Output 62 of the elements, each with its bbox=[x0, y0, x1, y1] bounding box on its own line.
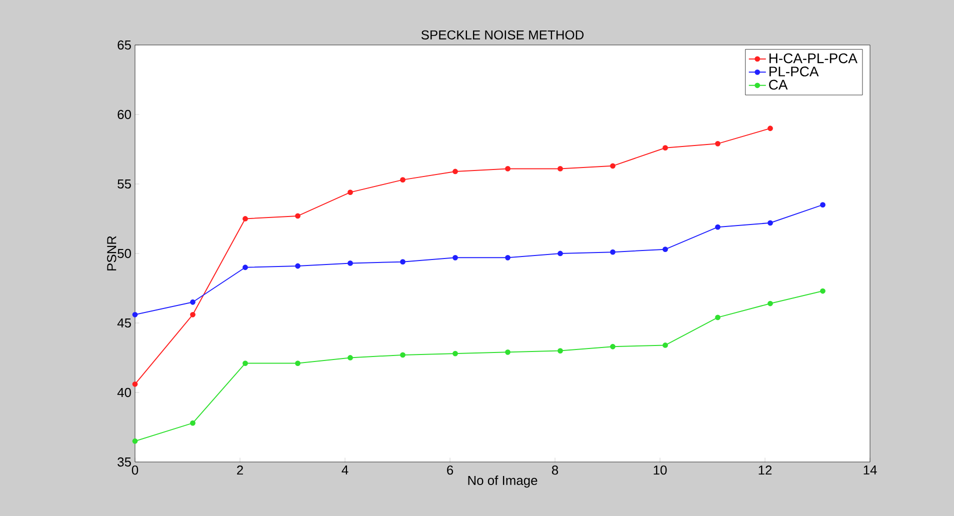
point bbox=[662, 246, 668, 252]
y-tick-label: 55 bbox=[118, 179, 131, 189]
point bbox=[715, 140, 720, 146]
legend-label: H-CA-PL-PCA bbox=[770, 53, 858, 64]
x-tick-label: 4 bbox=[342, 466, 348, 474]
point bbox=[295, 360, 300, 366]
x-tick-label: 6 bbox=[447, 466, 454, 475]
point bbox=[242, 360, 248, 366]
x-tick-label: 0 bbox=[132, 466, 138, 475]
point bbox=[558, 166, 563, 172]
point bbox=[820, 288, 826, 294]
point bbox=[505, 166, 510, 172]
y-tick-label: 45 bbox=[117, 318, 131, 328]
point bbox=[558, 250, 563, 256]
point bbox=[768, 220, 773, 226]
y-tick-label: 40 bbox=[117, 388, 131, 398]
point bbox=[610, 249, 616, 255]
point bbox=[132, 381, 138, 387]
point bbox=[132, 312, 138, 318]
point bbox=[242, 216, 248, 222]
point bbox=[348, 355, 353, 360]
chart-title: SPECKLE NOISE METHOD bbox=[421, 30, 584, 40]
point bbox=[190, 312, 196, 318]
point bbox=[610, 344, 616, 350]
point bbox=[295, 263, 300, 269]
point bbox=[662, 342, 668, 348]
point bbox=[820, 202, 826, 208]
point bbox=[348, 260, 353, 266]
x-axis-title: No of Image bbox=[468, 476, 538, 488]
point bbox=[400, 259, 406, 265]
point bbox=[768, 126, 773, 132]
legend-label: PL-PCA bbox=[770, 66, 819, 76]
point bbox=[295, 213, 300, 219]
point bbox=[610, 163, 616, 169]
point bbox=[715, 224, 720, 230]
x-tick-label: 10 bbox=[654, 466, 667, 475]
point bbox=[190, 420, 196, 426]
point bbox=[190, 299, 196, 305]
point bbox=[452, 254, 458, 260]
y-tick-label: 50 bbox=[118, 248, 131, 258]
point bbox=[505, 254, 510, 260]
point bbox=[452, 350, 458, 356]
y-axis-title: PSNR bbox=[107, 236, 116, 270]
point bbox=[768, 300, 773, 306]
point bbox=[715, 314, 720, 320]
y-tick-label: 35 bbox=[118, 457, 131, 467]
point bbox=[662, 145, 668, 151]
point bbox=[558, 348, 563, 354]
point bbox=[400, 352, 406, 358]
point bbox=[348, 190, 353, 196]
legend-label: CA bbox=[769, 80, 788, 90]
x-tick-label: 14 bbox=[864, 466, 877, 474]
point bbox=[242, 264, 248, 270]
x-tick-label: 8 bbox=[552, 466, 558, 475]
point bbox=[505, 349, 510, 355]
y-tick-label: 60 bbox=[118, 110, 131, 120]
y-tick-label: 65 bbox=[118, 40, 131, 50]
point bbox=[452, 168, 458, 174]
point bbox=[132, 438, 138, 444]
point bbox=[400, 177, 406, 183]
x-tick-label: 12 bbox=[758, 466, 772, 475]
x-tick-label: 2 bbox=[237, 466, 243, 475]
